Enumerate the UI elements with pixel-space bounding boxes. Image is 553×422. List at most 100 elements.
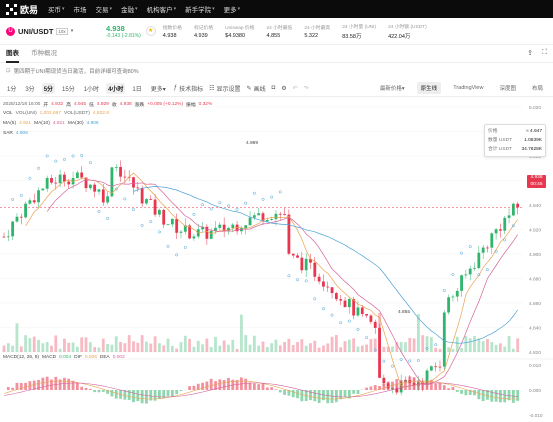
macd-bar (300, 390, 304, 402)
volume-bar (244, 335, 248, 352)
sar-dot (330, 313, 334, 317)
volume-bar (71, 342, 75, 352)
volume-bar (296, 342, 299, 352)
chevron-down-icon: ▾ (173, 6, 177, 12)
candle-body (442, 312, 446, 367)
macd-bar (32, 380, 36, 390)
nav-item-finance[interactable]: 金融 ▾ (121, 6, 138, 14)
macd-bar (481, 390, 485, 402)
candle-body (451, 296, 455, 298)
timeframe-5m[interactable]: 5分 (41, 82, 56, 94)
nav-item-more[interactable]: 更多 ▾ (223, 6, 241, 14)
candle-body (481, 247, 485, 253)
candle-body (365, 314, 368, 316)
tab-chart[interactable]: 图表 (6, 45, 19, 63)
sar-dot (503, 238, 507, 242)
macd-axis-label: -0.010 (529, 413, 543, 419)
nav-item-academy[interactable]: 新手学院 ▾ (185, 6, 215, 14)
candle-body (11, 221, 15, 237)
timeframe-1m[interactable]: 1分 (7, 86, 17, 93)
volume-bar (274, 339, 278, 352)
sar-dot (175, 253, 179, 257)
volume-bar (442, 336, 446, 352)
volume-bar (490, 341, 494, 352)
timeframe-1h[interactable]: 1小时 (83, 86, 100, 93)
volume-bar (429, 337, 433, 352)
drawing-button[interactable]: ✎ 画线 (246, 85, 266, 93)
chevron-down-icon: ▾ (135, 6, 138, 12)
volume-bar (183, 335, 187, 352)
pair-selector[interactable]: U UNI/USDT 10x ▾ (6, 26, 106, 36)
volume-bar (391, 346, 394, 352)
macd-bar (24, 382, 27, 390)
price-axis-label: 4.900 (529, 252, 541, 258)
volume-bar (45, 342, 49, 352)
volume-bar (425, 336, 429, 352)
sar-dot (321, 307, 325, 311)
favorite-star-icon[interactable]: ★ (145, 26, 156, 36)
candle-body (218, 224, 222, 228)
macd-bar (15, 382, 19, 390)
macd-bar (516, 390, 520, 401)
ma30-line (133, 186, 518, 344)
view-depth[interactable]: 深度图 (499, 86, 516, 92)
candle-body (291, 253, 295, 256)
macd-bar (460, 390, 463, 394)
nav-item-institution[interactable]: 机构客户 ▾ (146, 6, 177, 14)
view-tradingview[interactable]: TradingView (453, 85, 484, 91)
logo[interactable]: 欧易 (6, 3, 38, 16)
pair-name: UNI/USDT (18, 26, 54, 36)
timeframe-15m[interactable]: 15分 (62, 86, 75, 93)
macd-bar (339, 390, 343, 400)
sar-dot (434, 343, 438, 347)
display-settings-button[interactable]: ☷ 显示设置 (209, 85, 241, 93)
macd-bar (369, 386, 373, 390)
price-axis-label: 4.840 (529, 326, 541, 332)
volume-bar (516, 338, 520, 352)
indicators-button[interactable]: ƒ 技术指标 (173, 85, 204, 93)
macd-bar (507, 390, 511, 401)
view-latest-price[interactable]: 最新价格▾ (379, 86, 405, 92)
undo-icon[interactable]: ↶ (292, 85, 298, 92)
nav-item-trade[interactable]: 交易 ▾ (95, 6, 113, 14)
timeframe-1d[interactable]: 1日 (132, 86, 142, 93)
macd-bar (278, 390, 282, 393)
candle-body (166, 224, 170, 226)
nav-item-buy[interactable]: 买币 ▾ (48, 6, 65, 14)
candle-body (110, 167, 114, 197)
redo-icon[interactable]: ↷ (303, 85, 309, 92)
sar-dot (442, 288, 446, 292)
sar-dot (347, 319, 351, 323)
sar-dot (80, 154, 84, 157)
fullscreen-icon[interactable]: ⛶ (542, 49, 547, 56)
macd-bar (75, 382, 79, 390)
candle-body (352, 299, 356, 316)
candle-body (45, 177, 49, 189)
volume-bar (2, 345, 6, 352)
nav-item-market[interactable]: 市场 (73, 7, 87, 14)
stat-mark-price: 标记价格 4.939 (193, 25, 214, 39)
volume-bar (395, 341, 399, 352)
timeframe-3m[interactable]: 3分 (25, 86, 35, 93)
share-icon[interactable]: ⇪ (527, 50, 534, 57)
uni-coin-icon: U (6, 26, 15, 36)
view-layout[interactable]: 布局 (531, 86, 543, 92)
volume-bar (28, 338, 32, 352)
timeframe-more[interactable]: 更多▾ (150, 86, 166, 93)
chart-area[interactable]: 5.0205.0004.9804.9604.9404.9204.9004.880… (0, 97, 553, 422)
volume-bar (248, 344, 252, 352)
camera-icon[interactable]: ◘ (271, 85, 276, 91)
gear-icon[interactable]: ⚙ (281, 85, 287, 92)
view-native[interactable]: 原生线 (416, 82, 442, 94)
candle-body (309, 258, 312, 263)
indicator-icon: ƒ (173, 85, 178, 91)
candle-body (84, 177, 88, 189)
candlestick-chart[interactable]: 5.0205.0004.9804.9604.9404.9204.9004.880… (0, 97, 553, 422)
candle-body (322, 281, 325, 287)
sar-dot (201, 203, 205, 207)
timeframe-4h[interactable]: 4小时 (106, 82, 126, 94)
volume-bar (209, 347, 213, 352)
tab-coin-overview[interactable]: 币种概况 (31, 49, 57, 57)
volume-bar (19, 346, 23, 352)
candle-body (373, 321, 377, 328)
